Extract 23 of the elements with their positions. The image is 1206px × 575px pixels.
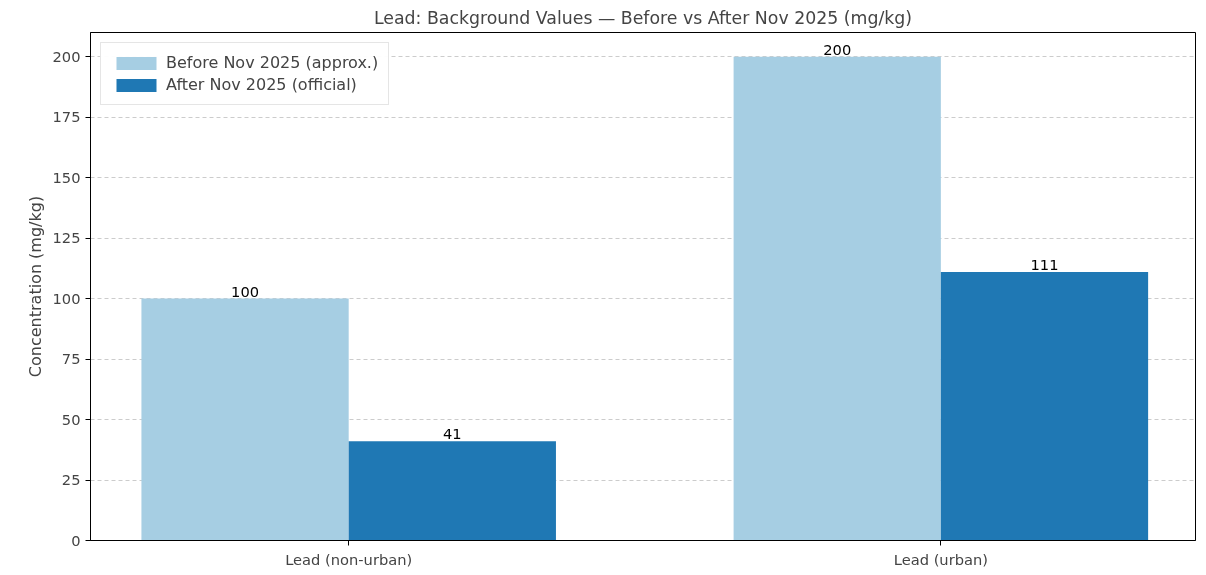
data-label: 41 — [442, 425, 462, 443]
y-tick-label: 0 — [71, 531, 81, 549]
data-label: 100 — [231, 282, 260, 300]
bar — [348, 441, 556, 541]
y-tick-label: 100 — [52, 289, 81, 307]
y-tick-label: 25 — [61, 471, 81, 489]
y-tick-label: 50 — [61, 410, 81, 428]
legend-label: Before Nov 2025 (approx.) — [166, 53, 379, 72]
y-tick-label: 125 — [52, 229, 81, 247]
legend-label: After Nov 2025 (official) — [166, 75, 357, 94]
y-axis-title: Concentration (mg/kg) — [25, 195, 45, 378]
chart-title: Lead: Background Values — Before vs After Nov 2025 (mg/kg) — [373, 7, 913, 28]
y-tick-label: 175 — [52, 108, 81, 126]
y-tick-label: 200 — [52, 47, 81, 65]
data-label: 200 — [823, 40, 852, 58]
bar — [141, 298, 349, 541]
x-tick-label: Lead (urban) — [893, 550, 988, 568]
bar — [940, 271, 1149, 541]
x-tick-label: Lead (non-urban) — [285, 550, 413, 568]
bar — [733, 56, 941, 541]
y-tick-label: 150 — [52, 168, 81, 186]
y-tick-label: 75 — [61, 350, 81, 368]
data-label: 111 — [1030, 255, 1059, 273]
